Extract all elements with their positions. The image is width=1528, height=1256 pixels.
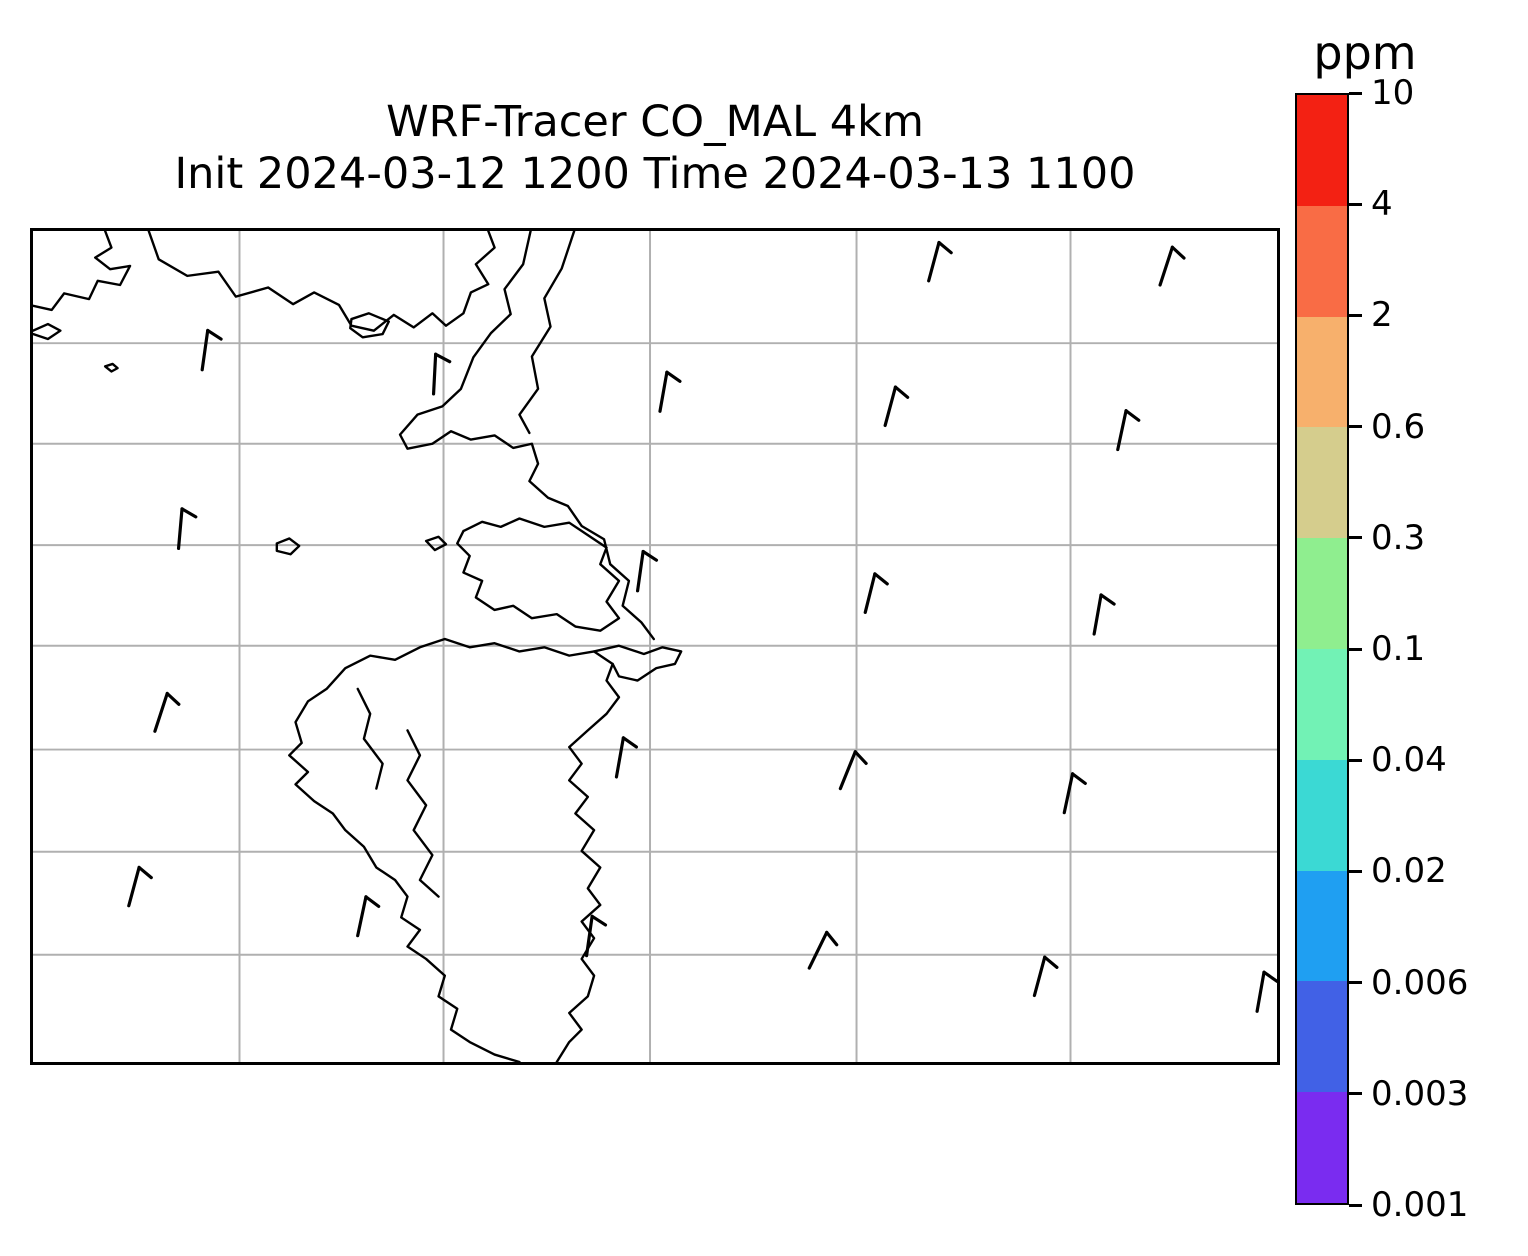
coastline [424, 535, 448, 552]
wind-barb [614, 736, 638, 779]
coastline [406, 729, 440, 898]
wind-barb [153, 691, 181, 733]
map-svg [33, 231, 1277, 1062]
colorbar-segment [1297, 316, 1347, 428]
wind-barb [1116, 409, 1141, 452]
map-axes [30, 228, 1280, 1065]
colorbar-segment [1297, 95, 1347, 206]
colorbar-tick-label: 0.006 [1371, 962, 1469, 1003]
colorbar-units-label: ppm [1313, 26, 1417, 80]
colorbar-segment [1297, 538, 1347, 649]
colorbar-tick [1349, 869, 1362, 873]
colorbar-segment [1297, 981, 1347, 1093]
wind-barb [431, 352, 452, 396]
plot-title-block: WRF-Tracer CO_MAL 4km Init 2024-03-12 12… [30, 96, 1280, 201]
coastline [33, 322, 62, 341]
wind-barb [635, 549, 659, 593]
coastline [443, 637, 621, 1062]
wind-barb [658, 370, 682, 413]
colorbar-tick-label: 0.001 [1371, 1185, 1469, 1225]
coastline [33, 231, 132, 312]
wind-barb [863, 572, 889, 615]
wind-barb [200, 328, 223, 372]
colorbar-tick-label: 10 [1371, 73, 1415, 113]
wind-barb [1158, 245, 1186, 287]
plot-title: WRF-Tracer CO_MAL 4km [386, 97, 924, 147]
coastline [275, 537, 301, 556]
coastline [398, 231, 655, 641]
coastline [356, 687, 384, 790]
colorbar-tick [1349, 647, 1362, 651]
coastline [103, 362, 119, 373]
colorbar-segment [1297, 1092, 1347, 1203]
colorbar-segment [1297, 870, 1347, 982]
colorbar-tick [1349, 202, 1362, 206]
colorbar-tick-label: 0.02 [1371, 851, 1447, 892]
wind-barb [356, 895, 381, 938]
colorbar-tick-label: 0.1 [1371, 629, 1426, 669]
colorbar-tick [1349, 313, 1362, 317]
wind-barb [838, 750, 868, 791]
colorbar-segments [1295, 93, 1349, 1205]
colorbar-tick-label: 0.3 [1371, 517, 1426, 558]
colorbar-tick [1349, 981, 1362, 985]
coastline [288, 637, 521, 1062]
wind-barb [1255, 970, 1277, 1013]
wind-barb [883, 385, 910, 428]
colorbar-segment [1297, 205, 1347, 317]
wind-barb [927, 240, 953, 283]
wind-barb [807, 930, 839, 970]
colorbar: 10 4 2 0.6 0.3 0.1 0.04 0.02 0.006 0.003 0.001 [1295, 73, 1468, 1225]
colorbar-tick-label: 0.003 [1371, 1073, 1469, 1114]
colorbar-tick [1349, 91, 1362, 95]
colorbar-tick-label: 2 [1371, 295, 1393, 336]
coastline [147, 231, 496, 332]
wind-barb [1092, 593, 1116, 636]
colorbar-tick-label: 0.04 [1371, 740, 1447, 781]
wind-barb [1062, 772, 1087, 815]
colorbar-tick [1349, 1203, 1362, 1207]
coastline [456, 517, 621, 632]
coastline [518, 231, 576, 435]
coastline [349, 312, 390, 339]
colorbar-tick [1349, 758, 1362, 762]
colorbar-tick [1349, 425, 1362, 429]
coastline [592, 644, 683, 682]
wind-barb [176, 507, 198, 551]
wind-barb [584, 914, 608, 958]
wind-barb [127, 865, 153, 908]
colorbar-segment [1297, 648, 1347, 760]
colorbar-tick-label: 4 [1371, 184, 1393, 225]
colorbar-tick [1349, 536, 1362, 540]
wind-barb [1032, 955, 1059, 998]
colorbar-tick [1349, 1092, 1362, 1096]
colorbar-segment [1297, 759, 1347, 871]
colorbar-segment [1297, 427, 1347, 539]
plot-subtitle: Init 2024-03-12 1200 Time 2024-03-13 110… [174, 149, 1136, 200]
colorbar-tick-label: 0.6 [1371, 406, 1426, 447]
